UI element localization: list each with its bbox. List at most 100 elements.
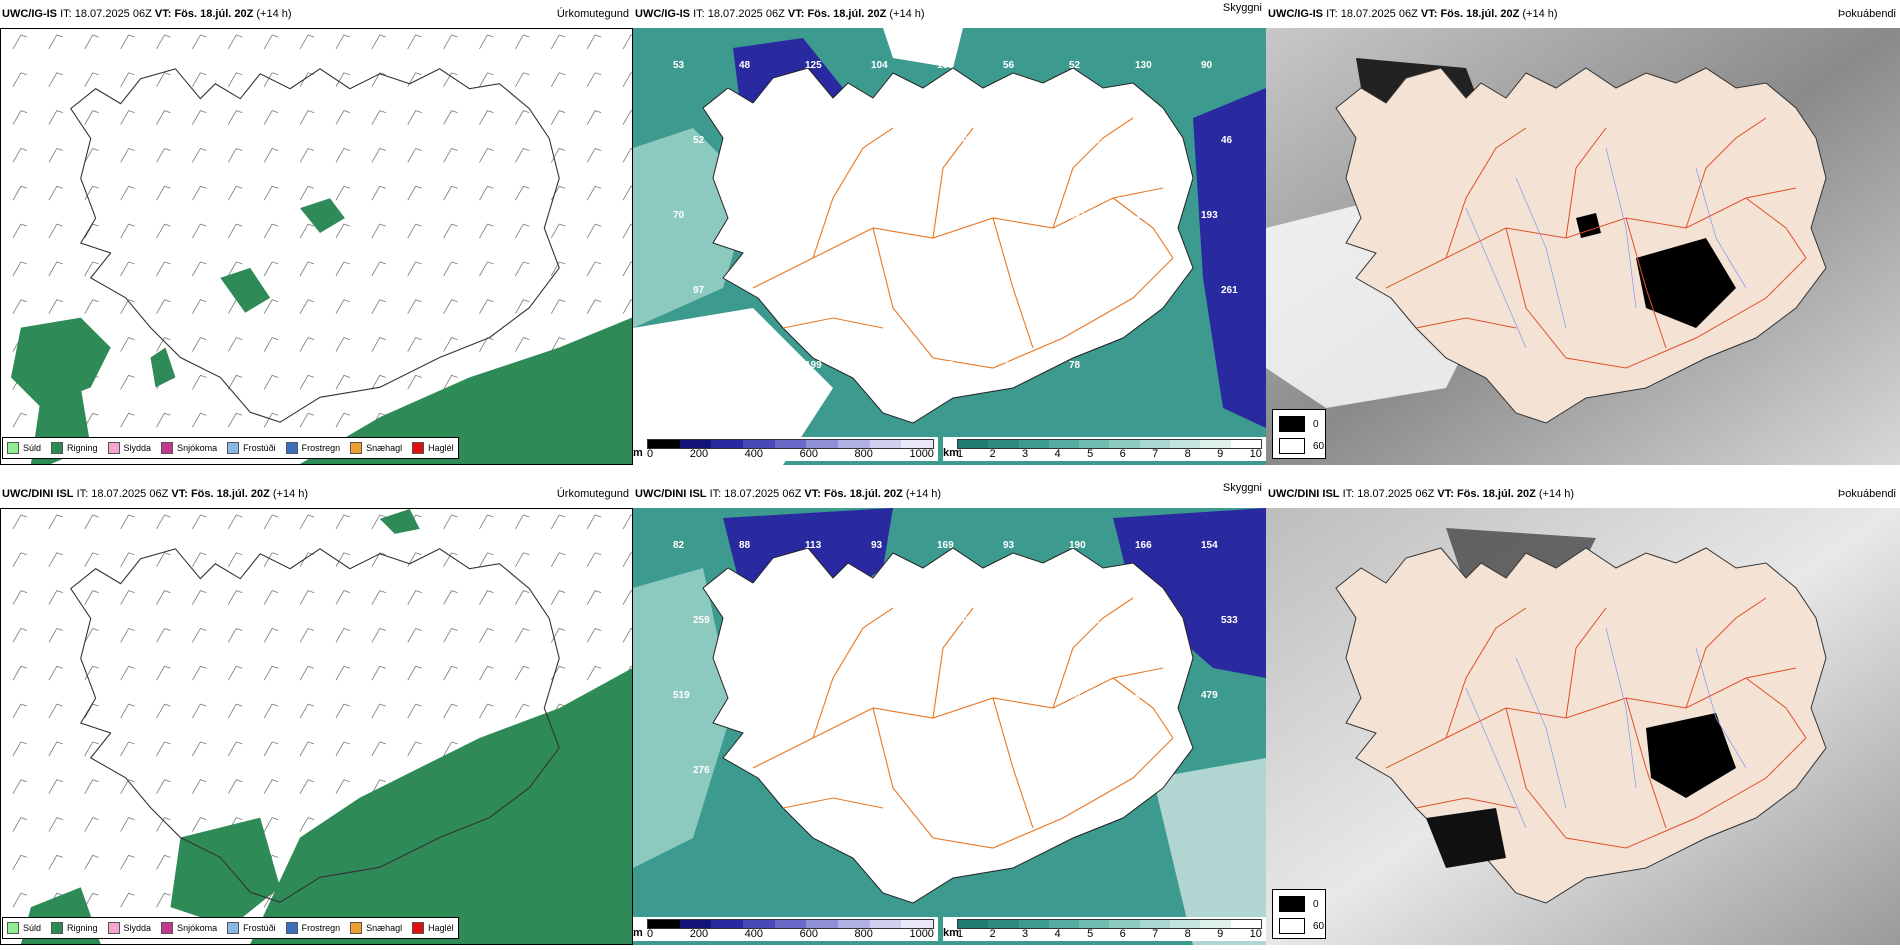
visibility-label: 104 bbox=[871, 60, 888, 71]
visibility-label: 48 bbox=[1003, 690, 1015, 701]
legend-label: Frostúði bbox=[243, 443, 276, 453]
fog-legend: 0 60 bbox=[1272, 409, 1326, 459]
scale-tick: 400 bbox=[744, 448, 763, 460]
visibility-label: 52 bbox=[693, 135, 705, 146]
scale-tick: 600 bbox=[799, 928, 818, 940]
rain-area bbox=[300, 198, 345, 234]
scale-tick: 0 bbox=[647, 448, 654, 460]
legend-swatch bbox=[350, 922, 363, 934]
visibility-label: 106 bbox=[1003, 210, 1020, 221]
height-scale: m 0 200 400 600 800 1000 bbox=[633, 437, 938, 461]
it-label: IT: bbox=[76, 488, 89, 500]
legend-item: Súld bbox=[7, 442, 41, 454]
visibility-label: 190 bbox=[1069, 540, 1086, 551]
scale-tick: 5 bbox=[1087, 448, 1094, 460]
legend-label: Snæhagl bbox=[366, 923, 403, 933]
fog-map bbox=[1266, 28, 1900, 465]
visibility-label: 56 bbox=[1003, 60, 1015, 71]
scale-tick: 5 bbox=[1087, 928, 1094, 940]
legend-swatch bbox=[161, 442, 174, 454]
legend-label: Slydda bbox=[123, 923, 152, 933]
visibility-label: 88 bbox=[739, 540, 751, 551]
visibility-label: 259 bbox=[693, 615, 710, 626]
visibility-label: 669 bbox=[1155, 615, 1172, 626]
scale-tick: 200 bbox=[689, 928, 709, 940]
visibility-label: 519 bbox=[673, 690, 690, 701]
lead-time: (+14 h) bbox=[905, 488, 942, 500]
fog-legend-item: 0 bbox=[1279, 896, 1325, 912]
it-value: 18.07.2025 06Z bbox=[724, 488, 802, 500]
precip-type-panel-bottom: UWC/DINI ISL IT: 18.07.2025 06Z VT: Fös.… bbox=[0, 480, 633, 945]
rain-area bbox=[379, 509, 420, 534]
scale-tick: 3 bbox=[1022, 448, 1029, 460]
visibility-label: 100 bbox=[937, 60, 954, 71]
legend-item: Haglél bbox=[412, 442, 454, 454]
visibility-label: 154 bbox=[1201, 540, 1218, 551]
scale-tick: 800 bbox=[854, 448, 873, 460]
visibility-label: 55 bbox=[759, 135, 771, 146]
visibility-label: 48 bbox=[739, 60, 751, 71]
rain-area bbox=[250, 668, 632, 944]
visibility-label: 130 bbox=[1135, 60, 1152, 71]
visibility-label: 59 bbox=[1023, 615, 1035, 626]
fog-legend-item: 0 bbox=[1279, 416, 1325, 432]
scale-tick: 7 bbox=[1152, 448, 1159, 460]
visibility-label: 479 bbox=[1201, 690, 1218, 701]
legend-item: Haglél bbox=[412, 922, 454, 934]
it-label: IT: bbox=[1326, 8, 1338, 20]
precip-legend: Súld Rigning Slydda Snjókoma Frostúði Frostre… bbox=[2, 917, 459, 939]
legend-item: Frostúði bbox=[227, 922, 276, 934]
legend-label: Frostregn bbox=[301, 923, 341, 933]
visibility-label: 166 bbox=[1135, 540, 1152, 551]
visibility-label: 135 bbox=[673, 360, 690, 371]
it-value: 18.07.2025 06Z bbox=[91, 488, 169, 500]
visibility-label: 53 bbox=[673, 60, 685, 71]
visibility-label: 96 bbox=[1089, 285, 1101, 296]
legend-swatch bbox=[285, 442, 298, 454]
visibility-label: 45 bbox=[1135, 690, 1147, 701]
scale-tick: 8 bbox=[1184, 448, 1191, 460]
visibility-label: 125 bbox=[805, 60, 822, 71]
visibility-label: 200 bbox=[891, 615, 908, 626]
rain-area bbox=[10, 317, 111, 408]
visibility-label: 52 bbox=[1069, 60, 1081, 71]
scale-tick: 1 bbox=[957, 448, 964, 460]
it-value: 18.07.2025 06Z bbox=[707, 8, 785, 20]
scale-tick: 8 bbox=[1184, 928, 1191, 940]
lead-time: (+14 h) bbox=[272, 488, 309, 500]
vt-label: VT: bbox=[804, 488, 821, 500]
visibility-scale: km 1 2 3 4 5 6 7 8 9 10 bbox=[943, 437, 1266, 461]
model-name: UWC/IG-IS bbox=[635, 8, 690, 20]
visibility-label: 305 bbox=[937, 360, 954, 371]
scale-tick: 1 bbox=[957, 928, 964, 940]
scale-tick: 10 bbox=[1249, 448, 1262, 460]
vt-value: Fös. 18.júl. 20Z bbox=[823, 488, 903, 500]
visibility-label: 97 bbox=[693, 285, 705, 296]
fog-legend-label: 0 bbox=[1313, 418, 1319, 430]
legend-swatch bbox=[227, 922, 240, 934]
legend-swatch bbox=[412, 442, 425, 454]
visibility-label: 48 bbox=[1155, 135, 1167, 146]
vt-label: VT: bbox=[787, 8, 805, 20]
it-label: IT: bbox=[693, 8, 705, 20]
vt-value: Fös. 18.júl. 20Z bbox=[174, 8, 254, 20]
legend-label: Haglél bbox=[428, 443, 454, 453]
visibility-map: 53 48 125 104 100 56 52 130 90 52 55 46 58 60 92 90 48 46… bbox=[633, 28, 1266, 465]
rain-area bbox=[300, 317, 632, 464]
legend-swatch bbox=[227, 442, 240, 454]
visibility-label: 82 bbox=[673, 540, 685, 551]
fog-legend: 0 60 bbox=[1272, 889, 1326, 939]
visibility-label: 193 bbox=[871, 360, 888, 371]
visibility-label: 80 bbox=[805, 690, 817, 701]
scale-tick: 2 bbox=[989, 448, 996, 460]
rain-area bbox=[150, 347, 176, 388]
visibility-labels: 53 48 125 104 100 56 52 130 90 52 55 46 58 60 92 90 48 46… bbox=[673, 60, 1238, 371]
visibility-label: 202 bbox=[891, 285, 908, 296]
scale-tick: 9 bbox=[1217, 928, 1224, 940]
panel-header: UWC/DINI ISL IT: 18.07.2025 06Z VT: Fös.… bbox=[1266, 480, 1900, 508]
visibility-label: 90 bbox=[1201, 60, 1213, 71]
visibility-label: 259 bbox=[1155, 285, 1172, 296]
legend-label: Haglél bbox=[428, 923, 454, 933]
legend-swatch bbox=[285, 922, 298, 934]
legend-label: Rigning bbox=[67, 443, 98, 453]
